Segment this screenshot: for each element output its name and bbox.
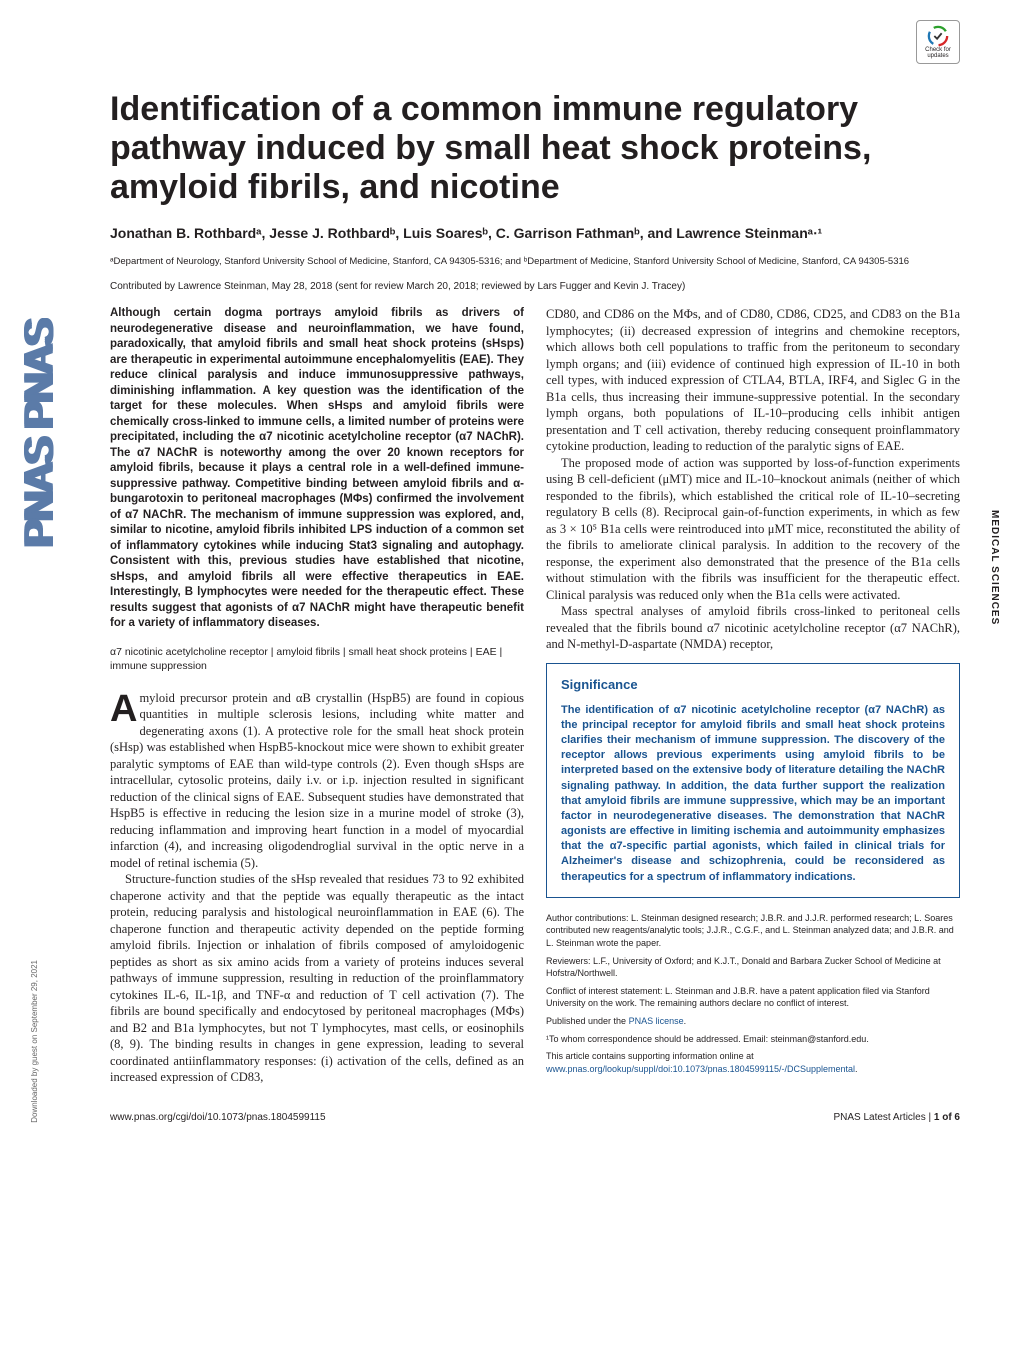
pnas-license-link[interactable]: PNAS license: [629, 1016, 684, 1026]
body-paragraph: Mass spectral analyses of amyloid fibril…: [546, 603, 960, 653]
license-line: Published under the PNAS license.: [546, 1015, 960, 1028]
license-suffix: .: [684, 1016, 687, 1026]
license-prefix: Published under the: [546, 1016, 629, 1026]
footer-doi: www.pnas.org/cgi/doi/10.1073/pnas.180459…: [110, 1112, 326, 1123]
check-updates-label: Check for updates: [917, 47, 959, 59]
check-updates-icon: [927, 25, 949, 47]
body-p1-text: myloid precursor protein and αB crystall…: [110, 691, 524, 870]
body-paragraph: Structure-function studies of the sHsp r…: [110, 871, 524, 1086]
downloaded-note: Downloaded by guest on September 29, 202…: [30, 960, 39, 1123]
article-title: Identification of a common immune regula…: [110, 90, 960, 207]
two-column-layout: Although certain dogma portrays amyloid …: [110, 306, 960, 1086]
author-contributions: Author contributions: L. Steinman design…: [546, 912, 960, 950]
check-for-updates-badge[interactable]: Check for updates: [916, 20, 960, 64]
body-text-right: CD80, and CD86 on the MΦs, and of CD80, …: [546, 306, 960, 653]
supporting-info-link[interactable]: www.pnas.org/lookup/suppl/doi:10.1073/pn…: [546, 1064, 855, 1074]
body-text-left: Amyloid precursor protein and αB crystal…: [110, 690, 524, 1086]
supporting-info-line: This article contains supporting informa…: [546, 1050, 960, 1075]
conflict-of-interest: Conflict of interest statement: L. Stein…: [546, 985, 960, 1010]
si-suffix: .: [855, 1064, 858, 1074]
abstract-text: Although certain dogma portrays amyloid …: [110, 306, 524, 632]
reviewers-line: Reviewers: L.F., University of Oxford; a…: [546, 955, 960, 980]
body-paragraph: Amyloid precursor protein and αB crystal…: [110, 690, 524, 872]
category-side-label: MEDICAL SCIENCES: [989, 510, 1000, 625]
page-footer: www.pnas.org/cgi/doi/10.1073/pnas.180459…: [110, 1112, 960, 1123]
pnas-logo-sidebar: PNAS PNAS: [15, 320, 63, 547]
pageinfo-prefix: PNAS Latest Articles |: [833, 1112, 933, 1123]
significance-text: The identification of α7 nicotinic acety…: [561, 703, 945, 885]
contributed-line: Contributed by Lawrence Steinman, May 28…: [110, 281, 960, 292]
page-container: PNAS PNAS Check for updates MEDICAL SCIE…: [0, 0, 1020, 1153]
keywords-line: α7 nicotinic acetylcholine receptor | am…: [110, 646, 524, 674]
footer-page-info: PNAS Latest Articles | 1 of 6: [833, 1112, 960, 1123]
affiliations: ᵃDepartment of Neurology, Stanford Unive…: [110, 256, 960, 269]
si-prefix: This article contains supporting informa…: [546, 1051, 754, 1061]
corresponding-author: ¹To whom correspondence should be addres…: [546, 1033, 960, 1046]
right-column: CD80, and CD86 on the MΦs, and of CD80, …: [546, 306, 960, 1086]
author-list: Jonathan B. Rothbardᵃ, Jesse J. Rothbard…: [110, 225, 960, 242]
body-paragraph: The proposed mode of action was supporte…: [546, 455, 960, 604]
dropcap-letter: A: [110, 690, 139, 725]
pageinfo-number: 1 of 6: [934, 1112, 960, 1123]
body-paragraph: CD80, and CD86 on the MΦs, and of CD80, …: [546, 306, 960, 455]
significance-box: Significance The identification of α7 ni…: [546, 663, 960, 898]
left-column: Although certain dogma portrays amyloid …: [110, 306, 524, 1086]
significance-heading: Significance: [561, 676, 945, 693]
footnotes-block: Author contributions: L. Steinman design…: [546, 912, 960, 1076]
